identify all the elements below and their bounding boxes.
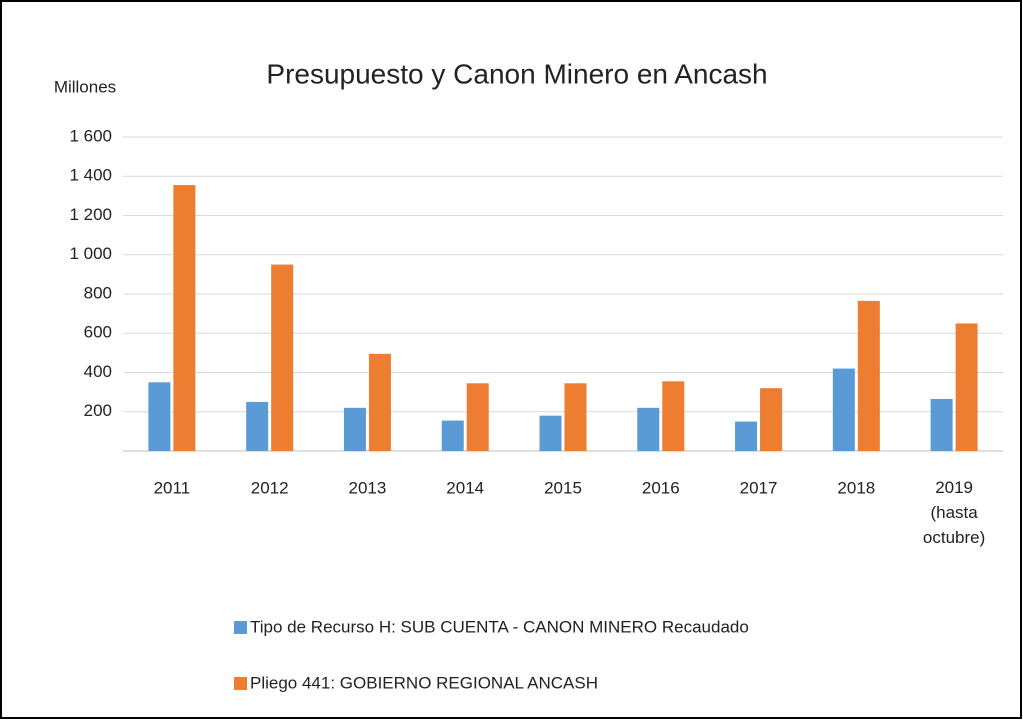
y-tick-label: 400	[84, 362, 112, 381]
bar	[760, 388, 783, 451]
bar	[857, 300, 880, 451]
legend-label: Tipo de Recurso H: SUB CUENTA - CANON MI…	[250, 617, 749, 636]
bar	[343, 407, 366, 451]
y-tick-label: 1 200	[69, 205, 112, 224]
y-tick-label: 1 400	[69, 166, 112, 185]
legend-swatch	[234, 677, 247, 690]
x-tick-label: 2011	[154, 478, 191, 497]
legend-label: Pliego 441: GOBIERNO REGIONAL ANCASH	[250, 673, 598, 692]
bar	[271, 264, 294, 451]
x-tick-label: 2016	[642, 478, 680, 497]
x-tick-label: 2012	[251, 478, 289, 497]
bar	[441, 420, 464, 451]
bar	[246, 401, 269, 451]
y-tick-label: 600	[84, 323, 112, 342]
y-tick-label: 800	[84, 283, 112, 302]
bar	[832, 368, 855, 451]
y-tick-label: 200	[84, 401, 112, 420]
bar	[930, 398, 953, 451]
bar	[466, 383, 489, 451]
x-tick-label: 2013	[349, 478, 387, 497]
x-tick-label: 2019 (hasta octubre)	[923, 478, 985, 547]
x-tick-label: 2018	[837, 478, 875, 497]
y-tick-label: 1 000	[69, 244, 112, 263]
y-axis-label: Millones	[54, 77, 116, 96]
bar	[564, 383, 587, 451]
bar	[735, 421, 758, 451]
y-tick-label: 1 600	[69, 126, 112, 145]
bar	[368, 353, 391, 451]
x-tick-label: 2015	[544, 478, 582, 497]
bar	[148, 382, 171, 451]
bar	[539, 415, 562, 451]
bar	[662, 381, 685, 451]
bar	[173, 185, 196, 452]
x-tick-label: 2017	[740, 478, 778, 497]
chart-title: Presupuesto y Canon Minero en Ancash	[266, 58, 767, 89]
bar	[955, 323, 978, 451]
legend-swatch	[234, 621, 247, 634]
bar	[637, 407, 660, 451]
x-tick-label: 2014	[446, 478, 484, 497]
